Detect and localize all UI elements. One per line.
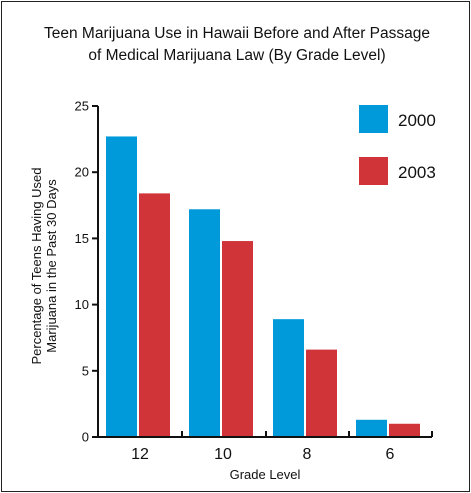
y-tick-label-25: 25 <box>75 99 89 114</box>
bar-2000-grade-10 <box>189 209 220 437</box>
y-axis-title: Percentage of Teens Having Used Marijuan… <box>29 167 59 364</box>
x-tick-label-12: 12 <box>131 446 149 463</box>
legend-label-2000: 2000 <box>398 111 436 130</box>
bar-2003-grade-8 <box>306 349 337 437</box>
y-tick-label-5: 5 <box>82 363 89 378</box>
chart-title-line-1: Teen Marijuana Use in Hawaii Before and … <box>44 25 430 42</box>
legend-label-2003: 2003 <box>398 163 436 182</box>
bar-2003-grade-6 <box>389 423 420 437</box>
y-tick-label-15: 15 <box>75 231 89 246</box>
axes-group: 0 5 10 15 20 25 12 10 8 6 <box>75 99 433 463</box>
x-tick-label-10: 10 <box>214 446 232 463</box>
bar-2003-grade-10 <box>222 241 253 437</box>
x-axis-title: Grade Level <box>230 467 301 482</box>
legend-swatch-2003 <box>359 157 388 185</box>
bars-group <box>106 136 420 437</box>
bar-2000-grade-6 <box>356 419 387 437</box>
bar-2000-grade-12 <box>106 136 137 437</box>
legend: 2000 2003 <box>359 105 436 185</box>
y-axis-title-line-2: Marijuana in the Past 30 Days <box>44 179 59 353</box>
x-tick-label-8: 8 <box>303 446 312 463</box>
bar-2000-grade-8 <box>273 319 304 437</box>
legend-swatch-2000 <box>359 105 388 133</box>
x-tick-label-6: 6 <box>386 446 395 463</box>
y-tick-label-0: 0 <box>82 430 89 445</box>
y-tick-label-10: 10 <box>75 297 89 312</box>
y-axis-title-line-1: Percentage of Teens Having Used <box>29 167 44 364</box>
chart-title-line-2: of Medical Marijuana Law (By Grade Level… <box>88 47 385 64</box>
y-tick-label-20: 20 <box>75 165 89 180</box>
bar-2003-grade-12 <box>139 193 170 437</box>
